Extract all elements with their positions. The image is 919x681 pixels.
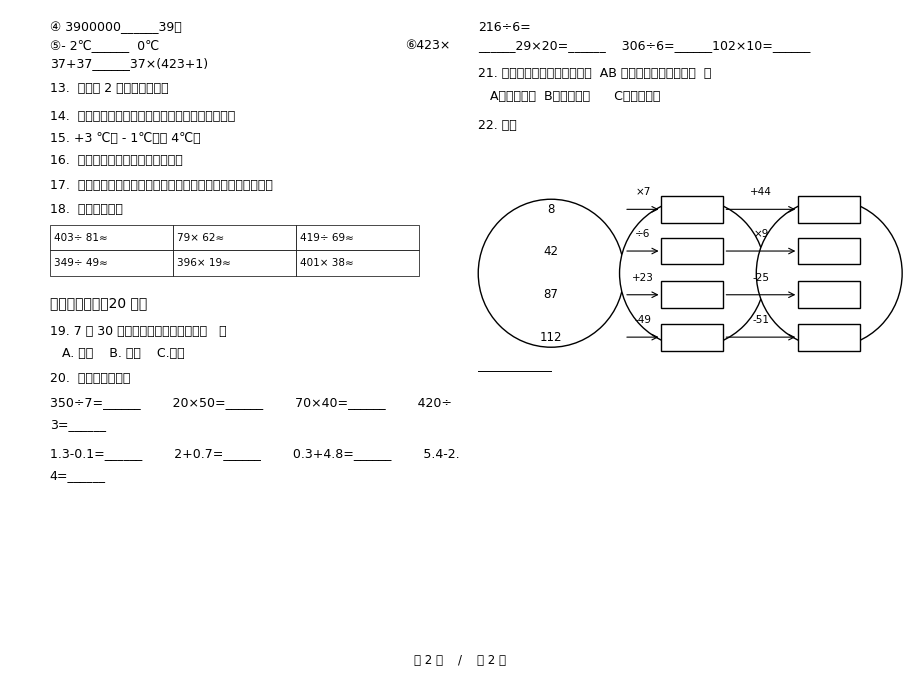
Text: 401× 38≈: 401× 38≈ <box>301 258 354 268</box>
Text: +23: +23 <box>631 272 653 283</box>
Text: 350÷7=______        20×50=______        70×40=______        420÷: 350÷7=______ 20×50=______ 70×40=______ 4… <box>50 396 451 409</box>
Text: 3=______: 3=______ <box>50 418 106 431</box>
Text: 13.  画一条 2 厘米长的直线。: 13. 画一条 2 厘米长的直线。 <box>50 82 168 95</box>
Text: A．互相平行  B．互相垂直      C．不能确定: A．互相平行 B．互相垂直 C．不能确定 <box>478 90 660 103</box>
Text: 4=______: 4=______ <box>50 469 106 481</box>
Text: 22. 填数: 22. 填数 <box>478 118 516 131</box>
Text: 37+37______37×(423+1): 37+37______37×(423+1) <box>50 57 208 70</box>
Bar <box>173 225 296 251</box>
Text: 21. 小东画了两条直线都与直线  AB 垂直，那么这两直线（  ）: 21. 小东画了两条直线都与直线 AB 垂直，那么这两直线（ ） <box>478 67 710 80</box>
Text: -25: -25 <box>752 272 768 283</box>
Text: 79× 62≈: 79× 62≈ <box>177 233 224 242</box>
Text: 第 2 页    /    共 2 页: 第 2 页 / 共 2 页 <box>414 654 505 667</box>
Text: 三、应用练习（20 分）: 三、应用练习（20 分） <box>50 296 147 311</box>
Text: 17.  只有一组对边平行的四边形叫做平行四边形。（判断对错）: 17. 只有一组对边平行的四边形叫做平行四边形。（判断对错） <box>50 179 272 192</box>
Text: 216÷6=: 216÷6= <box>478 21 530 34</box>
FancyBboxPatch shape <box>661 238 722 264</box>
Text: 19. 7 时 30 分，时针和分针构成一个（   ）: 19. 7 时 30 分，时针和分针构成一个（ ） <box>50 326 226 338</box>
Ellipse shape <box>618 200 765 347</box>
Text: A. 锐角    B. 直角    C.鿝角: A. 锐角 B. 直角 C.鿝角 <box>50 347 184 360</box>
Text: 403÷ 81≈: 403÷ 81≈ <box>54 233 108 242</box>
Text: 16.  用放大镜看一个角，角变大了。: 16. 用放大镜看一个角，角变大了。 <box>50 155 182 168</box>
Text: 396× 19≈: 396× 19≈ <box>177 258 231 268</box>
Text: 18.  估算下面各题: 18. 估算下面各题 <box>50 203 122 216</box>
Text: ÷6: ÷6 <box>634 229 650 239</box>
Text: ⑤- 2℃______  0℃: ⑤- 2℃______ 0℃ <box>50 39 159 52</box>
Text: 20.  直接写出得数。: 20. 直接写出得数。 <box>50 373 130 385</box>
Text: 112: 112 <box>539 331 562 344</box>
Text: 8: 8 <box>547 203 554 216</box>
Text: -51: -51 <box>752 315 768 325</box>
Text: ______29×20=______    306÷6=______102×10=______: ______29×20=______ 306÷6=______102×10=__… <box>478 39 810 52</box>
Text: 419÷ 69≈: 419÷ 69≈ <box>301 233 354 242</box>
FancyBboxPatch shape <box>661 323 722 351</box>
Bar <box>296 225 418 251</box>
Text: 14.  被除数和除数同时扩大相同的倍数，余数不变。: 14. 被除数和除数同时扩大相同的倍数，余数不变。 <box>50 110 234 123</box>
Text: ×7: ×7 <box>634 187 650 197</box>
Bar <box>173 251 296 276</box>
FancyBboxPatch shape <box>798 238 859 264</box>
FancyBboxPatch shape <box>798 323 859 351</box>
Text: ⑥423×: ⑥423× <box>405 39 450 52</box>
FancyBboxPatch shape <box>661 281 722 308</box>
FancyBboxPatch shape <box>798 196 859 223</box>
Text: 1.3-0.1=______        2+0.7=______        0.3+4.8=______        5.4-2.: 1.3-0.1=______ 2+0.7=______ 0.3+4.8=____… <box>50 447 459 460</box>
Text: 42: 42 <box>543 244 558 257</box>
Text: ×9: ×9 <box>753 229 767 239</box>
Ellipse shape <box>478 200 623 347</box>
Text: ④ 3900000______39万: ④ 3900000______39万 <box>50 21 181 34</box>
Text: 87: 87 <box>543 288 558 301</box>
Text: 349÷ 49≈: 349÷ 49≈ <box>54 258 108 268</box>
FancyBboxPatch shape <box>798 281 859 308</box>
Bar <box>296 251 418 276</box>
Text: +44: +44 <box>749 187 771 197</box>
Ellipse shape <box>755 200 902 347</box>
Text: 15. +3 ℃和 - 1℃相差 4℃。: 15. +3 ℃和 - 1℃相差 4℃。 <box>50 132 200 145</box>
Bar <box>50 251 173 276</box>
FancyBboxPatch shape <box>661 196 722 223</box>
Bar <box>50 225 173 251</box>
Text: -49: -49 <box>633 315 651 325</box>
